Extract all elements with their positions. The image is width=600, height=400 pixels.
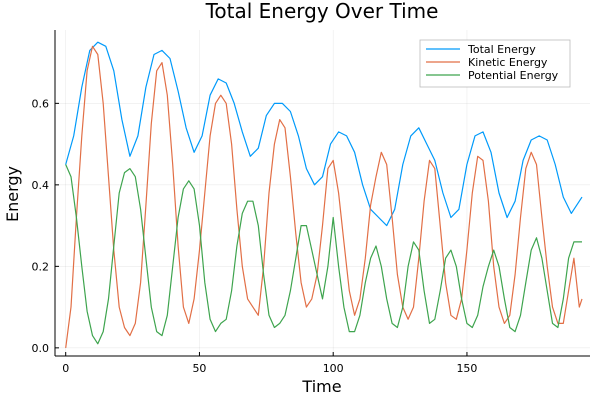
x-tick-label-3: 150 [456,362,477,375]
y-axis-label: Energy [3,166,22,222]
x-axis-label: Time [301,377,341,396]
axes [54,30,590,357]
y-tick-label-3: 0.6 [32,97,50,110]
y-tick-label-2: 0.4 [32,179,50,192]
series-lines [65,41,583,348]
x-tick-label-0: 0 [62,362,69,375]
y-tick-label-0: 0.0 [32,342,50,355]
series-line-2 [65,164,582,345]
legend-label-2: Potential Energy [468,69,559,82]
series-line-1 [65,45,583,348]
chart-title: Total Energy Over Time [205,0,439,23]
legend-label-1: Kinetic Energy [468,56,548,69]
legend-label-0: Total Energy [467,43,536,56]
legend-box [419,39,571,88]
y-tick-label-1: 0.2 [32,260,50,273]
series-line-0 [65,41,583,227]
x-tick-label-2: 100 [323,362,344,375]
tick-labels: 0 50 100 150 0.0 0.2 0.4 0.6 [32,97,478,375]
x-tick-label-1: 50 [192,362,206,375]
